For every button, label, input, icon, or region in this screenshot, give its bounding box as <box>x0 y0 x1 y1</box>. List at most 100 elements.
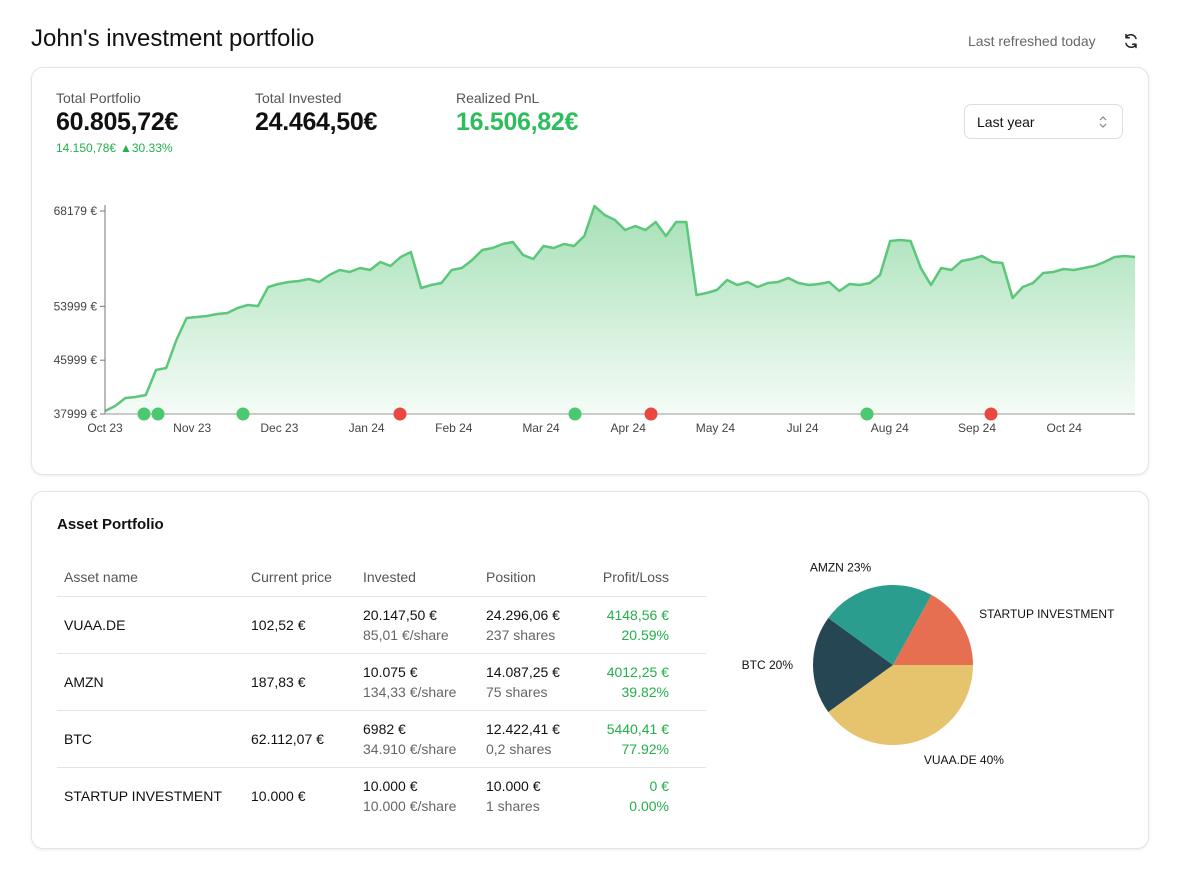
portfolio-line <box>104 204 1136 413</box>
stat-value: 60.805,72€ <box>56 108 179 136</box>
cell-main: 5440,41 € <box>606 721 669 737</box>
stat-value: 16.506,82€ <box>456 108 579 136</box>
profit-loss-cell: 0 € 0.00% <box>590 768 706 825</box>
cell-sub: 1 shares <box>486 798 540 814</box>
column-header: Asset name <box>57 557 244 597</box>
area-fill <box>105 206 1135 414</box>
pie-slice <box>893 594 973 665</box>
header-row: Asset name Current price Invested Position P… <box>57 557 706 597</box>
cell-sub: 20.59% <box>621 627 669 643</box>
x-tick-label: Nov 23 <box>173 421 211 435</box>
profit-loss-cell: 4012,25 € 39.82% <box>590 653 706 711</box>
cell-main: 20.147,50 € <box>363 607 437 623</box>
asset-name: STARTUP INVESTMENT <box>64 788 222 804</box>
select-chevron <box>1099 116 1107 128</box>
cell-main: 10.000 € <box>486 778 541 794</box>
cell-main: 6982 € <box>363 721 406 737</box>
stat-label: Realized PnL <box>456 90 540 106</box>
cell-main: 24.296,06 € <box>486 607 560 623</box>
cell-sub: 39.82% <box>621 684 669 700</box>
period-select[interactable]: Last year <box>964 104 1123 139</box>
x-tick-label: Dec 23 <box>260 421 298 435</box>
x-tick-label: Mar 24 <box>522 421 560 435</box>
pie-label: BTC 20% <box>742 658 794 672</box>
cell-main: 0 € <box>649 778 669 794</box>
x-tick-label: Feb 24 <box>435 421 473 435</box>
x-tick-label: Oct 23 <box>87 421 123 435</box>
x-tick-label: Aug 24 <box>871 421 909 435</box>
x-tick-label: May 24 <box>696 421 736 435</box>
stat-label: Total Invested <box>255 90 342 106</box>
y-tick-label: 45999 € <box>54 353 98 367</box>
y-tick-label: 37999 € <box>54 407 98 421</box>
invested-cell: 6982 € 34.910 €/share <box>356 710 479 768</box>
current-price: 10.000 € <box>251 788 306 804</box>
column-header: Invested <box>356 557 479 597</box>
x-tick-label: Jan 24 <box>349 421 385 435</box>
trade-marker <box>236 407 250 421</box>
cell-sub: 10.000 €/share <box>363 798 457 814</box>
profit-loss-cell: 4148,56 € 20.59% <box>590 596 706 654</box>
invested-cell: 10.075 € 134,33 €/share <box>356 653 479 711</box>
cell-sub: 34.910 €/share <box>363 741 457 757</box>
position-cell: 24.296,06 € 237 shares <box>479 596 590 654</box>
cell-main: 14.087,25 € <box>486 664 560 680</box>
cell-sub: 0.00% <box>629 798 669 814</box>
invested-cell: 10.000 € 10.000 €/share <box>356 768 479 825</box>
asset-name: VUAA.DE <box>57 596 244 654</box>
x-tick-label: Oct 24 <box>1047 421 1083 435</box>
pie-label: AMZN 23% <box>810 560 872 574</box>
section-title: Asset Portfolio <box>57 516 164 533</box>
invested-cell: 20.147,50 € 85,01 €/share <box>356 596 479 654</box>
current-price: 102,52 € <box>244 596 356 654</box>
trade-marker <box>151 407 165 421</box>
page-title: John's investment portfolio <box>31 25 315 52</box>
portfolio-chart: 37999 € 45999 € 53999 € 68179 € Oct 23 Nov 23… <box>54 204 1136 435</box>
y-tick-label: 53999 € <box>54 299 98 313</box>
x-tick-label: Apr 24 <box>611 421 647 435</box>
column-header: Current price <box>244 557 356 597</box>
pie-slice <box>813 617 893 713</box>
trade-marker <box>137 407 151 421</box>
y-tick-label: 68179 € <box>54 204 98 218</box>
pie-slice <box>828 585 932 665</box>
period-select-value: Last year <box>977 114 1035 130</box>
trade-marker <box>568 407 582 421</box>
asset-row: AMZN 187,83 € 10.075 € 134,33 €/share 14.087… <box>57 653 706 711</box>
asset-table: Asset name Current price Invested Position P… <box>57 557 706 824</box>
cell-sub: 0,2 shares <box>486 741 552 757</box>
asset-row: STARTUP INVESTMENT 10.000 €10.000 €10.000… <box>57 768 706 825</box>
trade-marker <box>393 407 407 421</box>
stat-change-pct: ▲30.33% <box>120 141 173 155</box>
refresh-button[interactable] <box>1122 32 1140 50</box>
pie-label: VUAA.DE 40% <box>924 753 1004 767</box>
current-price: 187,83 € <box>244 653 356 711</box>
cell-sub: 85,01 €/share <box>363 627 449 643</box>
trade-marker <box>860 407 874 421</box>
x-tick-label: Jul 24 <box>787 421 819 435</box>
stat-value: 24.464,50€ <box>255 108 378 136</box>
cell-main: 10.075 € <box>363 664 418 680</box>
pie-label: STARTUP INVESTMENT <box>979 607 1115 621</box>
refresh-note: Last refreshed today <box>968 33 1096 49</box>
cell-main: 12.422,41 € <box>486 721 560 737</box>
cell-main: 4012,25 € <box>606 664 669 680</box>
current-price: 62.112,07 € <box>244 710 356 768</box>
position-cell: 12.422,41 € 0,2 shares <box>479 710 590 768</box>
asset-row: VUAA.DE 102,52 €20.147,50 €85,01 €/share 2… <box>57 596 706 654</box>
asset-name: AMZN <box>57 653 244 711</box>
position-cell: 14.087,25 € 75 shares <box>479 653 590 711</box>
cell-sub: 75 shares <box>486 684 548 700</box>
stat-change: 14.150,78€ <box>56 141 117 155</box>
cell-main: 10.000 € <box>363 778 418 794</box>
trade-marker <box>984 407 998 421</box>
cell-sub: 134,33 €/share <box>363 684 457 700</box>
allocation-chart: VUAA.DE 40% BTC 20% AMZN 23% STARTUP INVEST… <box>742 560 1115 767</box>
cell-main: 4148,56 € <box>606 607 669 623</box>
profit-loss-cell: 5440,41 € 77.92% <box>590 710 706 768</box>
column-header: Profit/Loss <box>590 557 706 597</box>
cell-sub: 77.92% <box>621 741 669 757</box>
cell-sub: 237 shares <box>486 627 556 643</box>
position-cell: 10.000 € 1 shares <box>479 768 590 825</box>
